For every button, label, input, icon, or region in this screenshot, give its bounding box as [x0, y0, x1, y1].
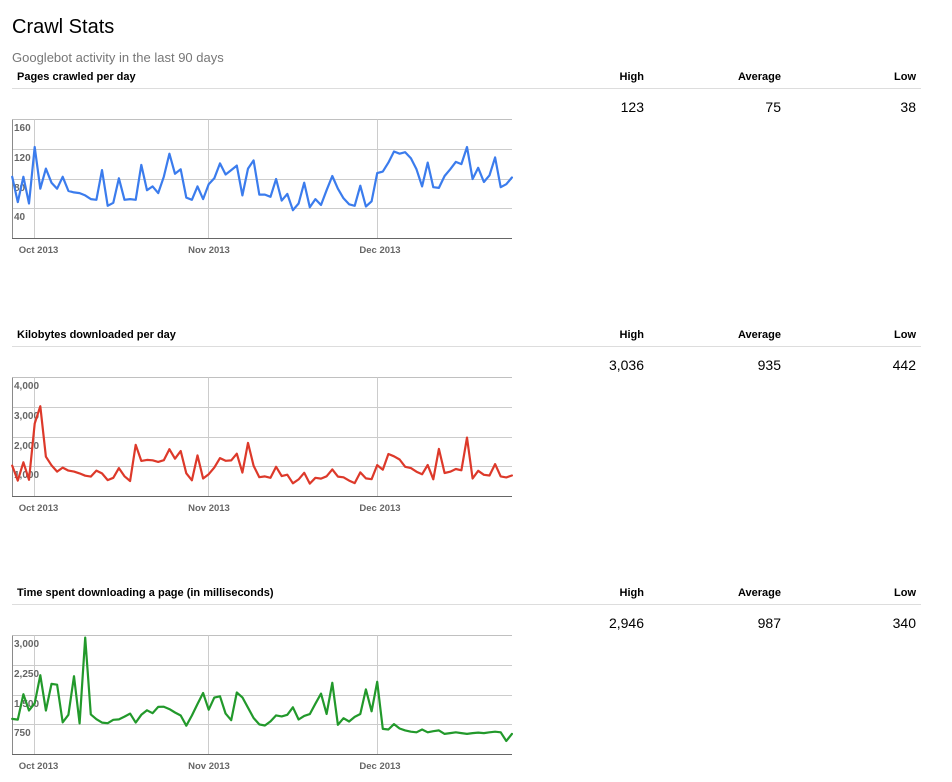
- svg-text:3,000: 3,000: [14, 639, 39, 650]
- svg-text:Oct 2013: Oct 2013: [19, 761, 59, 772]
- svg-text:3,000: 3,000: [14, 411, 39, 422]
- svg-text:Nov 2013: Nov 2013: [188, 761, 230, 772]
- svg-text:40: 40: [14, 212, 26, 223]
- svg-text:Dec 2013: Dec 2013: [359, 761, 400, 772]
- svg-text:Nov 2013: Nov 2013: [188, 503, 230, 514]
- svg-text:120: 120: [14, 153, 31, 164]
- svg-text:Dec 2013: Dec 2013: [359, 503, 400, 514]
- svg-text:Oct 2013: Oct 2013: [19, 503, 59, 514]
- svg-text:Dec 2013: Dec 2013: [359, 245, 400, 256]
- svg-text:160: 160: [14, 123, 31, 134]
- svg-text:4,000: 4,000: [14, 381, 39, 392]
- svg-text:2,000: 2,000: [14, 441, 39, 452]
- svg-text:2,250: 2,250: [14, 669, 39, 680]
- svg-text:Nov 2013: Nov 2013: [188, 245, 230, 256]
- svg-text:Oct 2013: Oct 2013: [19, 245, 59, 256]
- svg-text:750: 750: [14, 728, 31, 739]
